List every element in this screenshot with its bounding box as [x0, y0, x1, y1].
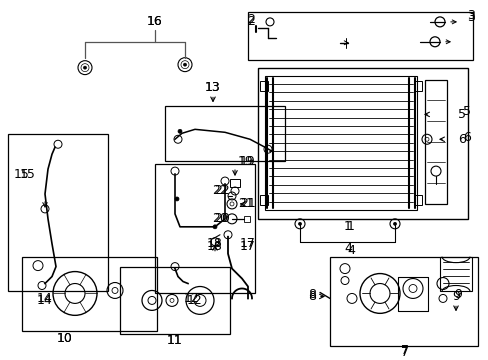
Text: 20: 20: [212, 212, 227, 225]
Bar: [258, 68, 467, 219]
Text: 18: 18: [206, 240, 223, 253]
Bar: [22, 257, 157, 331]
Text: 7: 7: [400, 346, 408, 359]
Bar: [120, 267, 229, 334]
Text: 18: 18: [206, 237, 223, 250]
Bar: [424, 80, 446, 204]
Text: 9: 9: [453, 288, 461, 301]
Circle shape: [175, 197, 179, 201]
Bar: [397, 276, 427, 311]
Text: 22: 22: [212, 184, 227, 198]
Text: 19: 19: [240, 155, 255, 168]
Text: 21: 21: [240, 197, 255, 211]
Text: 22: 22: [214, 184, 229, 198]
Bar: [244, 216, 249, 222]
Text: 16: 16: [147, 15, 163, 28]
Text: 15: 15: [20, 168, 36, 181]
Text: 5: 5: [462, 105, 470, 118]
Text: 14: 14: [37, 294, 53, 307]
Bar: [164, 107, 285, 161]
Text: 5: 5: [457, 108, 465, 121]
Bar: [264, 76, 416, 210]
Text: 6: 6: [462, 131, 470, 144]
Bar: [260, 195, 267, 205]
Text: 1: 1: [344, 220, 351, 233]
Text: 17: 17: [240, 237, 255, 250]
Text: 6: 6: [457, 133, 465, 146]
Text: 12: 12: [187, 294, 203, 307]
Bar: [247, 12, 472, 60]
Text: 13: 13: [204, 81, 221, 94]
Bar: [413, 195, 421, 205]
Text: 15: 15: [14, 168, 30, 181]
Text: 16: 16: [147, 15, 163, 28]
Text: 4: 4: [346, 244, 354, 257]
Text: 1: 1: [346, 220, 354, 233]
Bar: [229, 179, 240, 187]
Circle shape: [83, 66, 86, 69]
Text: 10: 10: [57, 332, 73, 345]
Bar: [439, 257, 471, 292]
Circle shape: [183, 63, 186, 66]
Bar: [8, 134, 108, 292]
Circle shape: [393, 222, 396, 225]
Bar: [260, 81, 267, 90]
Text: 7: 7: [400, 344, 408, 357]
Text: 2: 2: [246, 13, 254, 26]
Bar: [329, 257, 477, 346]
Circle shape: [213, 225, 217, 229]
Text: 11: 11: [167, 334, 183, 347]
Circle shape: [298, 222, 301, 225]
Text: 13: 13: [204, 81, 221, 94]
Bar: [155, 164, 254, 293]
Text: 17: 17: [240, 240, 255, 253]
Text: 8: 8: [307, 288, 315, 301]
Text: 8: 8: [307, 290, 315, 303]
Text: 9: 9: [451, 290, 459, 303]
Bar: [413, 81, 421, 90]
Circle shape: [178, 129, 182, 133]
Text: 11: 11: [167, 334, 183, 347]
Text: 3: 3: [466, 9, 474, 22]
Text: 2: 2: [246, 15, 254, 28]
Text: 3: 3: [466, 12, 474, 24]
Text: 4: 4: [344, 242, 351, 255]
Text: 12: 12: [184, 292, 200, 305]
Text: 10: 10: [57, 332, 73, 345]
Text: 21: 21: [238, 197, 253, 211]
Text: 20: 20: [214, 212, 229, 225]
Text: 19: 19: [238, 155, 253, 168]
Text: 14: 14: [37, 292, 53, 305]
